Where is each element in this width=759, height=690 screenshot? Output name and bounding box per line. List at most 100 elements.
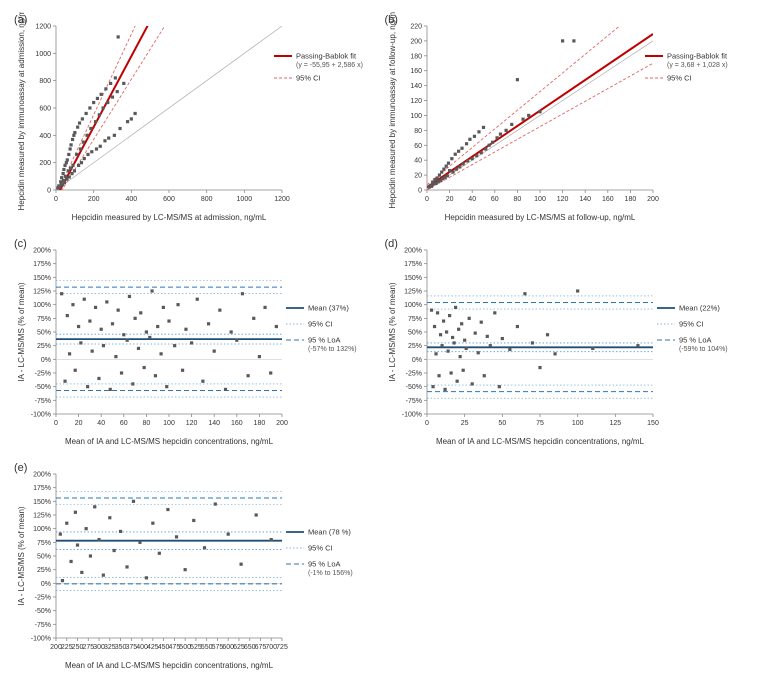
svg-text:0: 0 (47, 188, 51, 195)
svg-text:150%: 150% (33, 275, 51, 282)
panel-e-svg: 2002252502753003253503754004254504755005… (12, 460, 372, 672)
svg-text:120: 120 (410, 98, 422, 105)
svg-text:160: 160 (601, 196, 613, 203)
svg-text:-75%: -75% (35, 398, 51, 405)
svg-text:(-57% to 132%): (-57% to 132%) (308, 346, 357, 353)
svg-text:100: 100 (410, 113, 422, 120)
svg-text:1200: 1200 (35, 24, 51, 31)
svg-text:120: 120 (186, 420, 198, 427)
svg-text:800: 800 (39, 78, 51, 85)
svg-text:200: 200 (647, 196, 659, 203)
svg-text:175%: 175% (33, 261, 51, 268)
svg-text:200%: 200% (404, 248, 422, 255)
svg-text:150: 150 (647, 420, 659, 427)
svg-text:160: 160 (231, 420, 243, 427)
svg-text:600: 600 (39, 106, 51, 113)
svg-text:80: 80 (414, 128, 422, 135)
svg-text:95% CI: 95% CI (308, 320, 333, 329)
svg-text:200: 200 (276, 420, 288, 427)
svg-text:1000: 1000 (35, 51, 51, 58)
svg-text:95% CI: 95% CI (679, 320, 704, 329)
svg-text:20: 20 (445, 196, 453, 203)
svg-text:Mean of IA and LC-MS/MS hepcid: Mean of IA and LC-MS/MS hepcidin concent… (435, 437, 644, 446)
svg-text:Mean (37%): Mean (37%) (308, 304, 349, 313)
svg-text:125%: 125% (33, 289, 51, 296)
svg-text:60: 60 (120, 420, 128, 427)
svg-text:Passing-Bablok fit: Passing-Bablok fit (667, 52, 728, 61)
panel-d: (d) 0255075100125150-100%-75%-50%-25%0%2… (383, 236, 748, 454)
svg-text:60: 60 (490, 196, 498, 203)
panel-b: (b) 020406080100120140160180200020406080… (383, 12, 748, 230)
svg-text:100%: 100% (33, 526, 51, 533)
svg-text:Hepcidin measured by LC-MS/MS: Hepcidin measured by LC-MS/MS at follow-… (444, 213, 635, 222)
svg-text:0%: 0% (41, 357, 51, 364)
svg-text:125: 125 (609, 420, 621, 427)
svg-text:125%: 125% (33, 513, 51, 520)
svg-text:400: 400 (125, 196, 137, 203)
svg-text:-25%: -25% (405, 371, 421, 378)
panel-c-label: (c) (14, 238, 27, 250)
svg-text:140: 140 (410, 83, 422, 90)
svg-text:20: 20 (414, 173, 422, 180)
svg-text:Mean of IA and LC-MS/MS hepcid: Mean of IA and LC-MS/MS hepcidin concent… (65, 437, 274, 446)
panel-a-svg: 0200400600800100012000200400600800100012… (12, 12, 372, 224)
panel-b-svg: 0204060801001201401601802000204060801001… (383, 12, 743, 224)
svg-text:95% CI: 95% CI (296, 74, 321, 83)
panel-e: (e) 200225250275300325350375400425450475… (12, 460, 377, 678)
svg-text:Hepcidin measured by immunoass: Hepcidin measured by immunoassay at foll… (388, 12, 397, 208)
svg-text:-25%: -25% (35, 371, 51, 378)
svg-text:25%: 25% (407, 343, 421, 350)
svg-text:100: 100 (534, 196, 546, 203)
svg-text:200%: 200% (33, 248, 51, 255)
svg-text:1200: 1200 (274, 196, 290, 203)
svg-text:0: 0 (54, 196, 58, 203)
svg-text:-50%: -50% (35, 608, 51, 615)
svg-text:0%: 0% (411, 357, 421, 364)
svg-text:140: 140 (579, 196, 591, 203)
svg-text:75: 75 (536, 420, 544, 427)
svg-text:-100%: -100% (401, 412, 421, 419)
svg-text:0%: 0% (41, 581, 51, 588)
svg-text:-25%: -25% (35, 595, 51, 602)
panel-c-svg: 020406080100120140160180200-100%-75%-50%… (12, 236, 372, 448)
svg-text:180: 180 (254, 420, 266, 427)
svg-text:175%: 175% (404, 261, 422, 268)
svg-text:95% CI: 95% CI (667, 74, 692, 83)
svg-text:-100%: -100% (31, 636, 51, 643)
panel-b-label: (b) (385, 14, 398, 26)
svg-text:20: 20 (75, 420, 83, 427)
svg-text:140: 140 (208, 420, 220, 427)
svg-text:95 % LoA: 95 % LoA (308, 336, 341, 345)
svg-text:125%: 125% (404, 289, 422, 296)
svg-text:60: 60 (414, 143, 422, 150)
svg-text:50%: 50% (37, 330, 51, 337)
svg-text:1000: 1000 (237, 196, 253, 203)
svg-text:200%: 200% (33, 472, 51, 479)
figure-grid: (a) 020040060080010001200020040060080010… (12, 12, 747, 678)
svg-text:400: 400 (39, 133, 51, 140)
svg-text:(-1% to 156%): (-1% to 156%) (308, 570, 353, 577)
svg-text:180: 180 (624, 196, 636, 203)
svg-text:25%: 25% (37, 567, 51, 574)
svg-text:75%: 75% (37, 540, 51, 547)
svg-text:80: 80 (513, 196, 521, 203)
svg-text:-75%: -75% (35, 622, 51, 629)
svg-text:0: 0 (54, 420, 58, 427)
svg-text:50%: 50% (37, 554, 51, 561)
panel-f-empty (383, 460, 748, 678)
svg-text:IA - LC-MS/MS (% of mean): IA - LC-MS/MS (% of mean) (17, 506, 26, 605)
panel-d-svg: 0255075100125150-100%-75%-50%-25%0%25%50… (383, 236, 743, 448)
svg-text:-50%: -50% (35, 384, 51, 391)
svg-text:95% CI: 95% CI (308, 544, 333, 553)
svg-text:-75%: -75% (405, 398, 421, 405)
panel-a-label: (a) (14, 14, 27, 26)
svg-text:40: 40 (414, 158, 422, 165)
svg-text:180: 180 (410, 53, 422, 60)
svg-text:200: 200 (88, 196, 100, 203)
panel-d-label: (d) (385, 238, 398, 250)
svg-text:120: 120 (556, 196, 568, 203)
svg-text:-50%: -50% (405, 384, 421, 391)
svg-text:150%: 150% (33, 499, 51, 506)
svg-text:Mean (22%): Mean (22%) (679, 304, 720, 313)
svg-text:50: 50 (498, 420, 506, 427)
